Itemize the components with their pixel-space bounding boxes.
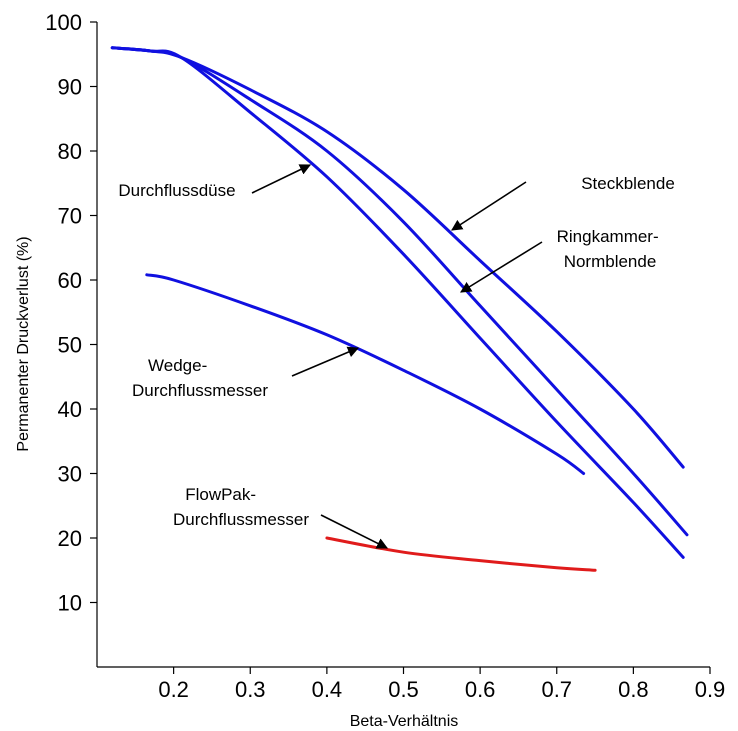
series-lines [110, 46, 689, 572]
y-tick-label: 20 [58, 526, 82, 551]
arrow-wedge [291, 346, 360, 377]
y-tick-label: 30 [58, 462, 82, 487]
label-durchflussduese: Durchflussdüse [118, 181, 235, 200]
y-axis-title: Permanenter Druckverlust (%) [15, 236, 32, 451]
y-tick-label: 10 [58, 591, 82, 616]
x-tick-label: 0.8 [618, 677, 649, 702]
y-tick-label: 70 [58, 204, 82, 229]
label-wedge-durchflussmesser: Wedge- Durchflussmesser [132, 356, 268, 400]
arrow-ringkammer-normblende [460, 241, 543, 293]
y-tick-label: 80 [58, 139, 82, 164]
y-tick-label: 40 [58, 397, 82, 422]
x-axis-ticks: 0.2 0.3 0.4 0.5 0.6 0.7 0.8 0.9 [158, 667, 725, 702]
x-axis-title: Beta-Verhältnis [350, 713, 459, 730]
label-ringkammer-normblende: Ringkammer- Normblende [557, 227, 664, 271]
x-tick-label: 0.2 [158, 677, 189, 702]
series-line-durchflussduese [110, 46, 685, 559]
arrow-durchflussduese [251, 164, 312, 194]
y-axis-ticks: 10 20 30 40 50 60 70 80 90 100 [45, 10, 97, 616]
series-line-ringkammer-normblende [110, 46, 689, 537]
series-line-flowpak [325, 536, 597, 572]
arrow-steckblende [451, 181, 527, 231]
x-tick-label: 0.6 [465, 677, 496, 702]
annotation-arrows [251, 164, 543, 549]
x-tick-label: 0.3 [235, 677, 266, 702]
y-tick-label: 100 [45, 10, 82, 35]
label-flowpak-durchflussmesser: FlowPak- Durchflussmesser [173, 485, 309, 529]
x-tick-label: 0.4 [312, 677, 343, 702]
y-tick-label: 90 [58, 75, 82, 100]
y-tick-label: 50 [58, 333, 82, 358]
x-tick-label: 0.5 [388, 677, 419, 702]
arrow-flowpak [320, 514, 389, 549]
label-steckblende: Steckblende [581, 174, 675, 193]
y-tick-label: 60 [58, 268, 82, 293]
x-tick-label: 0.9 [695, 677, 726, 702]
series-line-wedge [145, 273, 586, 475]
x-tick-label: 0.7 [541, 677, 572, 702]
